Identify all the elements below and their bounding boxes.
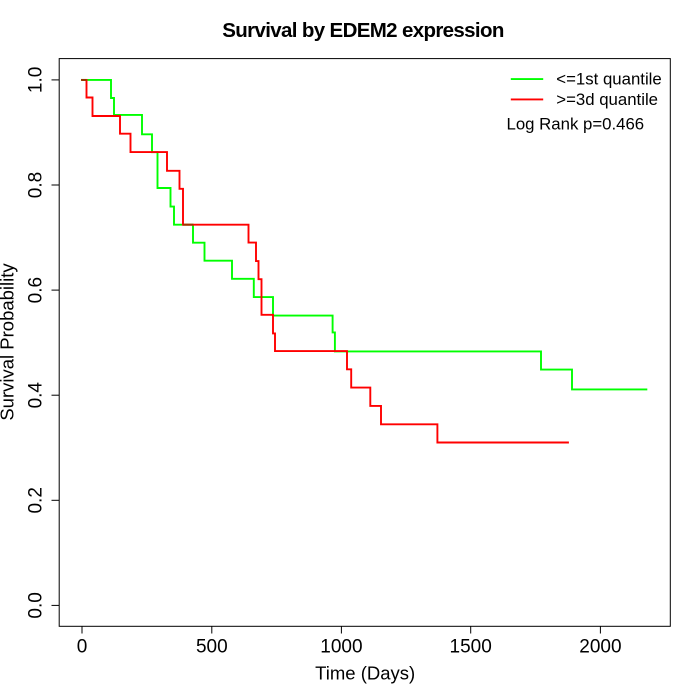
svg-text:1.0: 1.0	[25, 67, 46, 93]
svg-text:0.2: 0.2	[25, 487, 46, 513]
svg-text:1000: 1000	[320, 636, 362, 657]
svg-text:Survival Probability: Survival Probability	[0, 263, 18, 421]
svg-text:0.4: 0.4	[25, 382, 46, 409]
svg-text:0.0: 0.0	[25, 592, 46, 618]
svg-text:2000: 2000	[579, 636, 621, 657]
svg-text:Survival by EDEM2 expression: Survival by EDEM2 expression	[222, 19, 504, 42]
svg-text:Log Rank p=0.466: Log Rank p=0.466	[507, 115, 645, 134]
svg-text:<=1st quantile: <=1st quantile	[556, 70, 661, 89]
svg-text:500: 500	[196, 636, 228, 657]
svg-text:0: 0	[77, 636, 88, 657]
svg-text:>=3d quantile: >=3d quantile	[556, 90, 658, 109]
svg-text:1500: 1500	[450, 636, 492, 657]
svg-text:0.6: 0.6	[25, 277, 46, 303]
svg-text:0.8: 0.8	[25, 172, 46, 198]
svg-text:Time (Days): Time (Days)	[315, 662, 415, 683]
